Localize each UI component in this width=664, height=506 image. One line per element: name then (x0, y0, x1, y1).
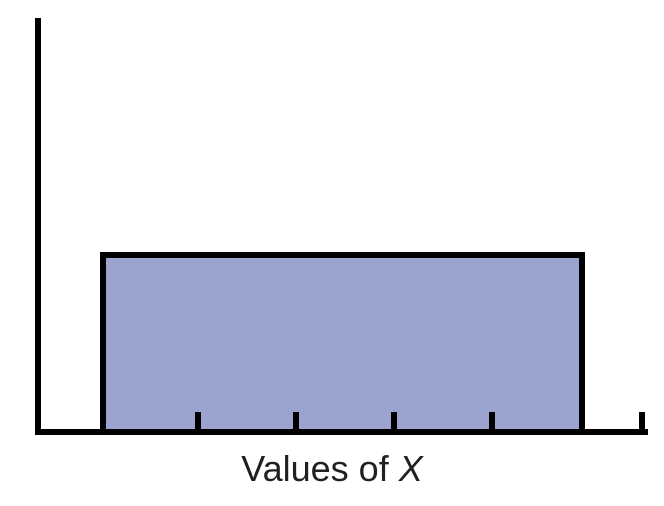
distribution-bar (100, 252, 585, 432)
x-axis-label-var: X (399, 448, 423, 489)
x-tick (293, 412, 299, 432)
x-axis-label: Values of X (0, 448, 664, 490)
x-axis (35, 429, 648, 435)
x-tick (391, 412, 397, 432)
x-tick (489, 412, 495, 432)
uniform-distribution-chart: Values of X (0, 0, 664, 506)
y-axis (35, 18, 41, 435)
x-tick (195, 412, 201, 432)
x-tick-end (639, 412, 645, 432)
x-axis-label-text: Values of (241, 448, 398, 489)
